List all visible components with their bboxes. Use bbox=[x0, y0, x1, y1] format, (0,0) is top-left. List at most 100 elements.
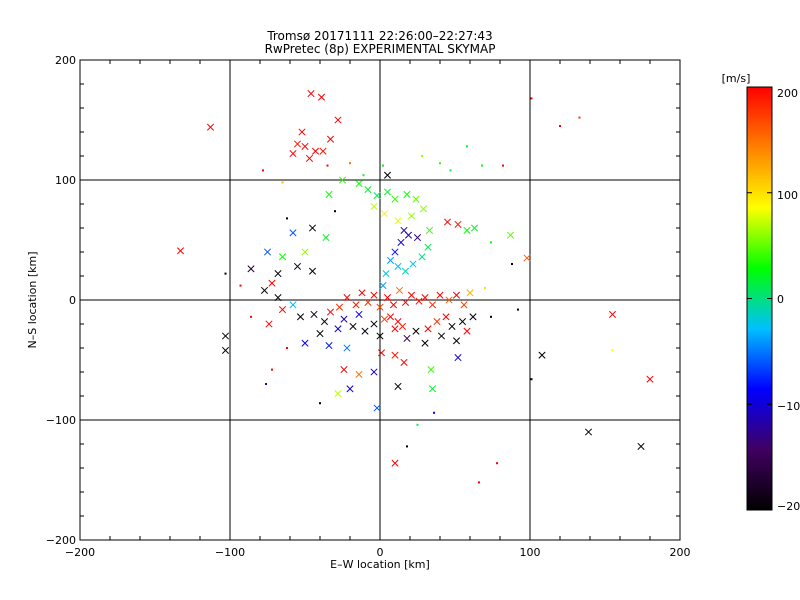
data-point-dot bbox=[416, 423, 419, 426]
y-tick-label: 100 bbox=[55, 174, 76, 187]
data-point-cross bbox=[646, 375, 654, 383]
data-point-cross bbox=[391, 248, 399, 256]
data-point-cross bbox=[425, 226, 434, 234]
data-point-cross bbox=[608, 310, 617, 318]
data-point-cross bbox=[322, 234, 330, 242]
data-point-cross bbox=[176, 247, 185, 255]
data-point-cross bbox=[355, 180, 363, 188]
data-point-cross bbox=[355, 310, 363, 318]
data-point-cross bbox=[394, 262, 402, 270]
data-point-cross bbox=[523, 254, 531, 262]
data-point-cross bbox=[445, 296, 453, 304]
data-points bbox=[176, 90, 654, 484]
data-point-cross bbox=[334, 390, 342, 398]
data-point-dot bbox=[349, 162, 351, 165]
data-point-dot bbox=[439, 162, 441, 165]
data-point-cross bbox=[370, 368, 378, 376]
data-point-cross bbox=[442, 313, 450, 321]
data-point-cross bbox=[379, 282, 387, 290]
y-axis-label: N–S location [km] bbox=[26, 251, 39, 348]
data-point-dot bbox=[265, 383, 267, 385]
data-point-dot bbox=[517, 308, 519, 311]
data-point-cross bbox=[334, 116, 342, 124]
data-point-cross bbox=[340, 315, 348, 323]
data-point-cross bbox=[428, 385, 437, 393]
data-point-cross bbox=[436, 291, 444, 299]
data-point-dot bbox=[224, 272, 227, 275]
data-point-cross bbox=[394, 382, 402, 390]
data-point-cross bbox=[326, 308, 335, 316]
data-point-cross bbox=[311, 147, 320, 155]
data-point-cross bbox=[400, 358, 408, 366]
data-point-cross bbox=[349, 322, 357, 330]
data-point-cross bbox=[386, 313, 395, 321]
data-point-dot bbox=[382, 164, 384, 167]
data-point-cross bbox=[469, 313, 477, 321]
data-point-cross bbox=[460, 301, 468, 309]
data-point-dot bbox=[433, 411, 435, 414]
data-point-dot bbox=[286, 347, 288, 349]
data-point-dot bbox=[286, 217, 288, 220]
data-point-dot bbox=[530, 97, 533, 100]
data-point-cross bbox=[401, 298, 410, 306]
data-point-cross bbox=[260, 286, 269, 294]
data-point-cross bbox=[370, 291, 378, 299]
colorbar-tick-label: 200 bbox=[777, 87, 798, 100]
data-point-dot bbox=[478, 481, 480, 484]
data-point-cross bbox=[394, 217, 402, 225]
colorbar-tick-label: −100 bbox=[777, 400, 800, 413]
data-point-cross bbox=[404, 231, 413, 239]
data-point-dot bbox=[281, 181, 284, 184]
data-point-dot bbox=[326, 164, 329, 167]
data-point-cross bbox=[274, 270, 282, 278]
data-point-dot bbox=[250, 315, 252, 318]
data-point-cross bbox=[452, 337, 461, 345]
data-point-cross bbox=[506, 231, 515, 239]
data-point-cross bbox=[361, 327, 369, 335]
data-point-cross bbox=[383, 171, 392, 179]
data-point-cross bbox=[278, 253, 287, 261]
data-point-cross bbox=[320, 318, 329, 326]
data-point-cross bbox=[370, 320, 378, 328]
data-point-cross bbox=[391, 351, 399, 359]
data-point-cross bbox=[308, 224, 317, 232]
data-point-cross bbox=[265, 320, 273, 328]
data-point-cross bbox=[470, 224, 479, 232]
x-tick-label: 0 bbox=[377, 546, 384, 559]
data-point-dot bbox=[490, 241, 492, 244]
colorbar-tick-label: 100 bbox=[777, 189, 798, 202]
data-point-cross bbox=[419, 205, 428, 213]
colorbar-tick-label: −200 bbox=[777, 500, 800, 513]
data-point-cross bbox=[584, 428, 593, 436]
data-point-cross bbox=[395, 286, 404, 294]
colorbar-ticks bbox=[747, 86, 772, 511]
data-point-dot bbox=[481, 164, 483, 167]
data-point-dot bbox=[466, 145, 468, 148]
data-point-dot bbox=[502, 164, 504, 167]
data-point-cross bbox=[221, 332, 230, 340]
data-point-cross bbox=[415, 297, 423, 305]
data-point-dot bbox=[490, 315, 492, 318]
data-point-cross bbox=[407, 212, 416, 220]
data-point-cross bbox=[427, 366, 435, 374]
data-point-cross bbox=[382, 270, 390, 278]
data-point-dot bbox=[334, 210, 336, 213]
data-point-cross bbox=[424, 243, 432, 251]
data-point-dot bbox=[484, 287, 486, 289]
data-point-cross bbox=[637, 442, 645, 450]
data-point-cross bbox=[421, 294, 429, 302]
data-point-cross bbox=[401, 267, 410, 275]
data-point-cross bbox=[424, 325, 432, 333]
data-point-dot bbox=[449, 169, 452, 172]
data-point-cross bbox=[293, 140, 302, 148]
y-tick-label: −200 bbox=[46, 534, 76, 547]
data-point-cross bbox=[343, 294, 351, 302]
data-point-cross bbox=[380, 315, 389, 323]
data-point-cross bbox=[443, 218, 452, 226]
data-point-cross bbox=[352, 301, 360, 309]
data-point-cross bbox=[452, 291, 461, 299]
data-point-dot bbox=[406, 445, 408, 448]
data-point-cross bbox=[380, 210, 389, 218]
data-point-cross bbox=[377, 349, 386, 357]
